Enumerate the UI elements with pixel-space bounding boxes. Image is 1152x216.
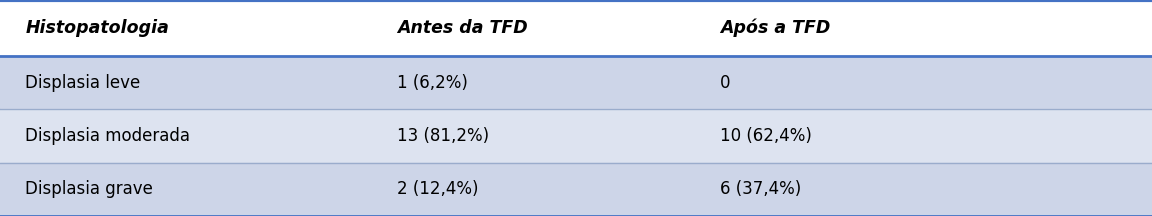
Text: 1 (6,2%): 1 (6,2%) [397, 74, 469, 92]
Text: Displasia grave: Displasia grave [25, 180, 153, 198]
Bar [0, 110, 1152, 163]
Text: 10 (62,4%): 10 (62,4%) [720, 127, 812, 145]
Text: 13 (81,2%): 13 (81,2%) [397, 127, 490, 145]
Bar [0, 163, 1152, 216]
Text: Após a TFD: Após a TFD [720, 19, 831, 37]
Text: Displasia moderada: Displasia moderada [25, 127, 190, 145]
Text: 2 (12,4%): 2 (12,4%) [397, 180, 479, 198]
Text: 6 (37,4%): 6 (37,4%) [720, 180, 802, 198]
Text: Antes da TFD: Antes da TFD [397, 19, 528, 37]
Text: Displasia leve: Displasia leve [25, 74, 141, 92]
Bar [0, 0, 1152, 56]
Text: Histopatologia: Histopatologia [25, 19, 169, 37]
Bar [0, 56, 1152, 110]
Text: 0: 0 [720, 74, 730, 92]
